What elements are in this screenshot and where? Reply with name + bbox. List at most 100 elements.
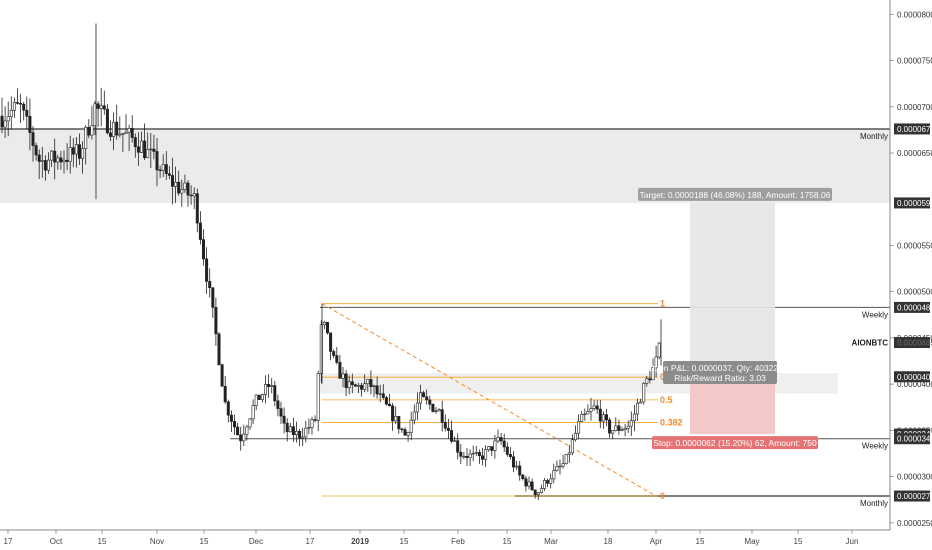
candle-body [409,419,413,433]
candle-body [164,164,168,175]
candle-body [620,429,624,431]
pnl-label: Risk/Reward Ratio: 3.03 [674,373,766,383]
price-tag: 0.0000408 [897,373,932,382]
candle-body [195,193,199,224]
x-tick-label: Dec [249,537,263,546]
candle-body [248,418,252,428]
candle-body [356,385,360,387]
candle-body [192,193,196,197]
price-axis[interactable] [890,0,932,550]
candle-body [3,120,7,128]
candle-body [453,440,457,442]
candle-body [68,147,72,162]
y-tick-label: 0.0000400 [897,380,932,389]
candle-body [521,474,525,479]
x-tick-label: May [744,537,759,546]
candle-body [254,394,258,406]
candle-body [310,419,314,428]
candle-body [202,239,206,260]
candle-body [15,102,19,104]
candle-body [28,116,32,133]
candle-body [6,116,10,122]
candle-body [570,439,574,454]
candle-body [549,478,553,484]
candle-body [220,364,224,387]
candle-body [360,385,364,390]
candle-body [109,132,113,137]
candle-body [236,426,240,436]
candle-body [555,466,559,471]
candle-body [518,465,522,476]
candle-body [84,126,88,149]
candle-body [0,115,4,128]
candle-body [546,480,550,484]
candle-body [174,181,178,187]
candle-body [186,182,190,196]
candle-body [43,160,47,171]
candle-body [425,396,429,401]
candle-body [527,481,531,487]
y-tick-label: 0.0000800 [897,10,932,19]
candle-body [217,333,221,365]
candle-body [598,408,602,422]
current-price: 0.0000445 [897,339,932,348]
candle-body [391,405,395,422]
candle-body [347,381,351,388]
candle-body [115,121,119,136]
candle-body [105,108,109,134]
price-tag: 0.0000341 [897,435,932,444]
candle-body [490,446,494,451]
candle-body [515,465,519,468]
candle-body [487,446,491,450]
candle-body [37,154,41,162]
stop-label: Stop: 0.0000062 (15.20%) 62, Amount: 750 [653,438,817,448]
candle-body [384,397,388,405]
candle-body [19,103,23,105]
price-tag: 0.0000279 [897,492,932,501]
candle-body [645,378,649,384]
candle-body [577,421,581,434]
candle-body [350,381,354,385]
candle-body [322,322,326,326]
candle-body [96,103,100,109]
price-tag-bg [894,433,930,445]
candle-body [251,405,255,420]
candle-body [387,403,391,407]
candle-body [118,133,122,136]
candle-body [642,383,646,403]
candle-body [325,322,329,334]
x-tick-label: 17 [4,537,13,546]
candle-body [233,421,237,428]
candle-body [226,401,230,416]
level-label: Monthly [860,499,888,508]
candle-body [353,384,357,387]
candle-body [149,148,153,151]
price-tag: 0.0000445 [897,339,932,348]
candle-body [208,281,212,288]
candle-body [654,356,658,368]
candle-body [573,432,577,441]
candle-body [313,419,317,421]
pnl-label-bg [663,361,777,385]
y-tick-label: 0.0000650 [897,149,932,158]
candle-body [263,383,267,395]
candle-body [46,159,50,171]
position-layer: Target: 0.0000188 (46.08%) 188, Amount: … [638,187,832,450]
candle-body [319,324,323,374]
fib-label: 1 [660,299,665,309]
candle-body [205,258,209,282]
candle-body [542,480,546,489]
candle-body [136,146,140,153]
candle-body [239,434,243,442]
y-tick-label: 0.0000750 [897,57,932,66]
candle-body [415,402,419,413]
price-tag: 0.0000596 [897,199,932,208]
y-tick-label: 0.0000300 [897,473,932,482]
candle-body [291,426,295,436]
candle-body [87,126,91,136]
candle-body [533,489,537,495]
candle-body [146,148,150,158]
candle-body [99,105,103,109]
candle-body [434,410,438,412]
